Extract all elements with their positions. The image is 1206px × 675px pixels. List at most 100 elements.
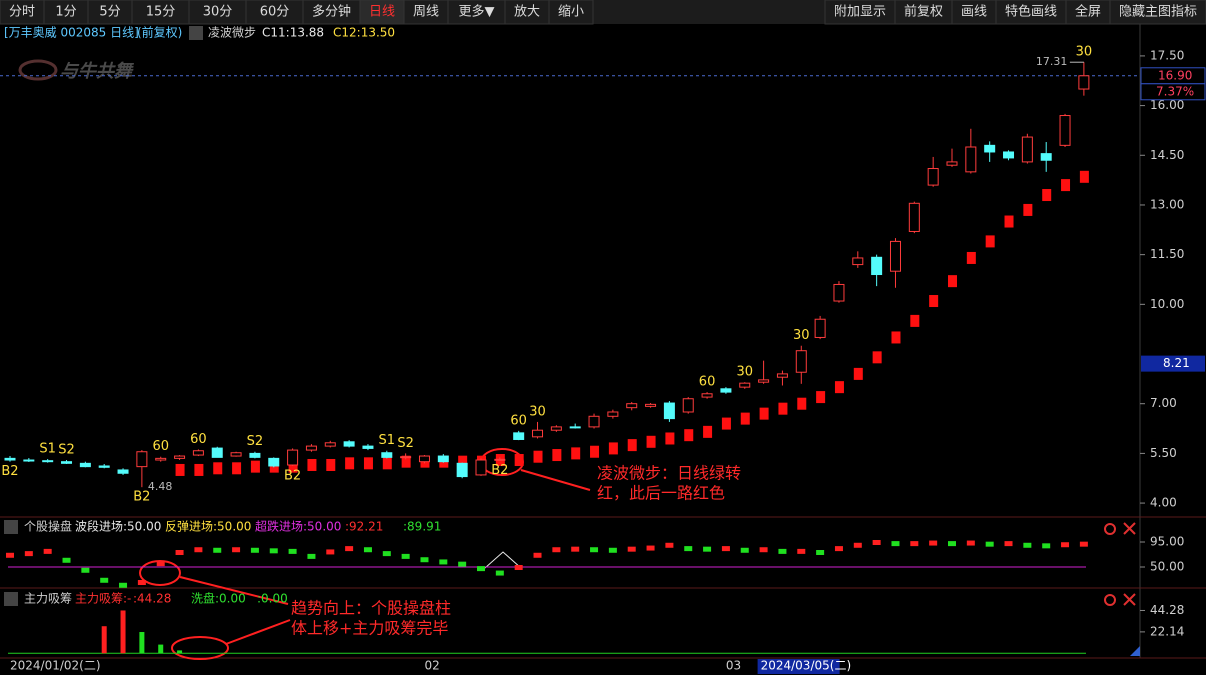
toolbar-button[interactable]	[894, 0, 953, 25]
panel-title: 个股操盘	[24, 519, 72, 534]
toolbar-button[interactable]	[359, 0, 405, 25]
toolbar-label[interactable]: 周线	[413, 5, 439, 20]
stock-title: [万丰奥威 002085 日线]	[4, 26, 139, 40]
candle-body	[795, 350, 807, 373]
candle-body	[42, 460, 54, 463]
indicator-dot	[948, 541, 956, 547]
candle-body	[1040, 153, 1052, 161]
trend-marker	[1042, 189, 1052, 202]
toolbar-label[interactable]: 60分	[260, 5, 290, 20]
candle-body	[739, 382, 751, 388]
help-icon[interactable]	[4, 520, 18, 534]
candle-body	[946, 161, 958, 166]
bar	[101, 626, 107, 654]
candle-body	[155, 457, 167, 461]
toolbar-label[interactable]: 日线	[369, 5, 395, 20]
candle-body	[98, 465, 110, 468]
signal-label: S2	[397, 436, 414, 451]
legend-entry: :92.21	[345, 520, 383, 534]
low-mark: 4.48	[148, 480, 173, 493]
cursor-price-box	[1141, 355, 1205, 372]
toolbar-label[interactable]: 附加显示	[834, 5, 886, 20]
candle-body	[249, 452, 261, 458]
toolbar-label[interactable]: 多分钟	[312, 4, 351, 20]
indicator-dot	[495, 570, 504, 576]
candle-body	[871, 256, 883, 276]
signal-label: S1	[39, 442, 56, 457]
toolbar-button[interactable]	[188, 0, 247, 25]
toolbar-button[interactable]	[131, 0, 190, 25]
indicator-dot	[156, 561, 165, 567]
y-tick-label: 5.50	[1150, 446, 1177, 460]
settings-icon[interactable]	[1104, 523, 1116, 535]
indicator-dot	[759, 547, 768, 553]
trend-marker	[458, 455, 468, 468]
candle-body	[569, 426, 581, 429]
toolbar-button[interactable]	[995, 0, 1067, 25]
toolbar-button[interactable]	[824, 0, 896, 25]
toolbar-button[interactable]	[447, 0, 506, 25]
indicator-dot	[382, 551, 391, 557]
toolbar-label[interactable]: 15分	[146, 5, 176, 20]
candle-body	[814, 318, 826, 338]
close-icon[interactable]	[1123, 593, 1136, 606]
high-mark: 17.31	[1036, 55, 1068, 68]
help-icon[interactable]	[4, 592, 18, 606]
indicator-dot	[929, 540, 938, 546]
toolbar-button[interactable]	[504, 0, 550, 25]
indicator-dot	[514, 565, 523, 570]
toolbar-label[interactable]: 5分	[99, 5, 120, 20]
toolbar-button[interactable]	[1065, 0, 1111, 25]
note-text: 红，此后一路红色	[597, 484, 725, 503]
candle-body	[1003, 151, 1015, 159]
toolbar-button[interactable]	[87, 0, 133, 25]
x-tick-label: 02	[424, 659, 439, 673]
legend-entry: 洗盘:0.00	[191, 591, 246, 606]
bar	[120, 610, 126, 654]
indicator-dot	[608, 547, 617, 553]
signal-label: 30	[736, 365, 753, 380]
toolbar-label[interactable]: 全屏	[1075, 4, 1101, 20]
help-icon[interactable]	[189, 26, 203, 40]
toolbar-button[interactable]	[302, 0, 361, 25]
candle-body	[211, 447, 223, 458]
toolbar-label[interactable]: 1分	[55, 5, 76, 20]
candle-body	[174, 455, 186, 459]
candle-body	[305, 445, 317, 451]
bar	[139, 632, 145, 654]
last-price-label: 16.90	[1158, 68, 1192, 82]
candle-body	[79, 462, 91, 468]
close-icon[interactable]	[1123, 522, 1136, 535]
toolbar-label[interactable]: 画线	[961, 5, 987, 20]
trend-marker	[571, 447, 581, 460]
indicator-dot	[1079, 541, 1088, 547]
toolbar-label[interactable]: 30分	[203, 5, 233, 20]
note-text: 趋势向上：个股操盘柱	[291, 599, 451, 618]
signal-triangle	[484, 551, 522, 569]
indicator-dot	[872, 540, 881, 545]
toolbar-label[interactable]: 更多▼	[459, 4, 495, 20]
toolbar-label[interactable]: 分时	[9, 5, 35, 20]
indicator-dot	[853, 542, 862, 548]
toolbar-button[interactable]	[548, 0, 594, 25]
toolbar-label[interactable]: 缩小	[558, 4, 584, 20]
candle-body	[192, 450, 204, 456]
y-tick-label: 95.00	[1150, 535, 1184, 549]
trend-marker	[797, 397, 807, 410]
indicator-dot	[834, 546, 843, 552]
signal-label: B2	[284, 468, 301, 483]
trend-marker	[816, 391, 826, 404]
toolbar-label[interactable]: 特色画线	[1005, 4, 1057, 20]
toolbar-button[interactable]	[403, 0, 449, 25]
toolbar-button[interactable]	[43, 0, 89, 25]
settings-icon[interactable]	[1104, 594, 1116, 606]
change-box	[1140, 83, 1206, 101]
indicator-dot	[307, 553, 316, 559]
toolbar-label[interactable]: 放大	[514, 5, 540, 20]
toolbar-label[interactable]: 前复权	[904, 4, 943, 20]
toolbar-label[interactable]: 隐藏主图指标	[1119, 5, 1197, 20]
callout-ellipse	[139, 560, 181, 586]
trend-marker	[910, 314, 920, 327]
x-tick-label: 2024/01/02(二)	[10, 659, 101, 673]
